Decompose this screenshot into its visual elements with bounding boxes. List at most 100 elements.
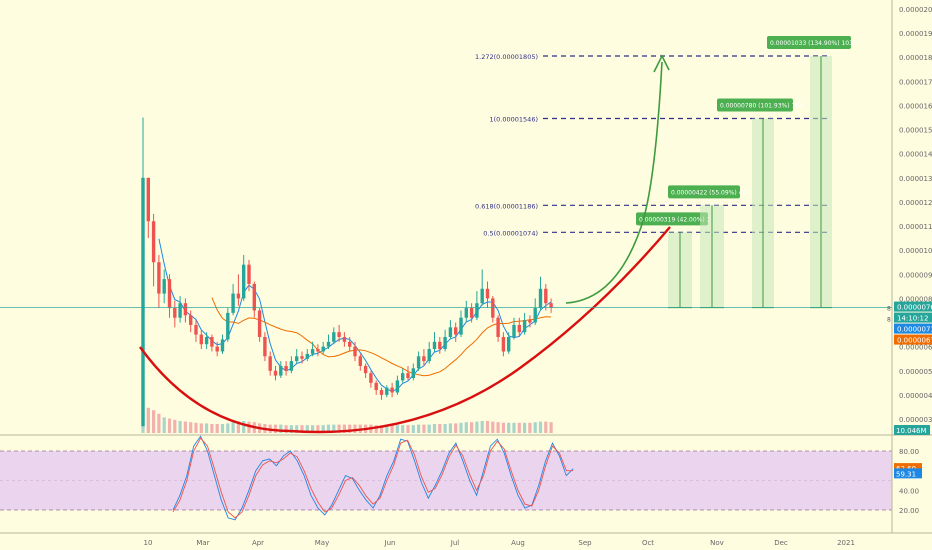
stoch-line [172,437,574,519]
volume-bar [480,421,484,433]
candle-body [501,337,506,352]
volume-bar [342,424,346,433]
candle-body [220,339,225,352]
volume-bar [305,425,309,433]
volume-bar [374,425,378,433]
volume-bar [438,424,442,433]
stoch-value-text: 59.31 [896,470,916,478]
candle-body [305,353,309,359]
time-axis-label: Oct [642,539,654,547]
candle-body [522,320,527,333]
volume-bar [353,424,357,433]
candle-body [432,341,437,350]
candle-body [528,320,532,323]
volume-bar [406,425,410,433]
time-axis-label: Jun [384,539,396,547]
volume-bar [337,424,341,433]
candle-body [544,288,548,304]
volume-bar [501,422,505,433]
ma-slow-line [211,297,552,377]
price-tick-label: 0.00001600 [899,102,932,110]
unit-mark: 8 [887,306,891,313]
volume-bar [215,424,219,433]
price-tick-label: 0.00001800 [899,54,932,62]
volume-bar [162,417,166,433]
volume-bar [273,424,278,433]
price-tick-label: 0.00001100 [899,223,932,231]
candle-body [189,315,193,325]
candle-body [475,303,479,318]
volume-bar [284,425,288,433]
volume-bar [470,422,474,433]
candlesticks [141,117,553,427]
volume-bar [152,410,156,433]
candle-body [438,341,442,350]
candle-body [549,303,553,308]
candle-body [485,288,490,299]
stoch-tick-label: 80.00 [899,448,919,456]
candle-body [263,337,267,357]
unit-mark: 8 [887,317,891,324]
price-tick-label: 0.00000600 [899,344,932,352]
volume-bar [427,424,431,433]
price-label-bg [894,301,932,312]
price-label-text: 14:10:12 [897,315,928,323]
volume-bar [454,423,458,433]
volume-bar [242,421,246,433]
target-label-text: 0.00000780 (101.93%) 780 [720,102,803,109]
volume-bar [379,425,384,433]
volume-bar [496,422,500,433]
candle-body [236,293,241,299]
candle-body [411,368,415,378]
price-tick-label: 0.00000800 [899,295,932,303]
volume-bar [401,425,405,433]
candle-body [273,370,278,376]
time-axis-label: 2021 [837,539,855,547]
volume-bar [417,424,421,433]
candle-body [422,356,426,362]
price-tick-label: 0.00002000 [899,6,932,14]
drawings[interactable] [139,54,671,434]
volume-bar [173,419,177,433]
volume-bar [485,421,490,433]
candle-body [151,221,156,263]
arrow-head [653,54,670,73]
stoch-value-bg [894,463,922,474]
candle-body [416,356,421,369]
candle-body [252,283,256,311]
price-tick-label: 0.00000300 [899,416,932,424]
candle-body [353,346,357,357]
volume-bar [422,424,426,433]
volume-bar [189,422,193,433]
candle-body [401,373,405,381]
time-axis[interactable]: 10 Mar Apr May Jun Jul Aug Sep Oct Nov Dec 2021 [144,539,855,547]
volume-bar [295,425,299,433]
candle-body [459,317,463,335]
candle-body [257,310,262,337]
volume-bar [279,424,283,433]
volume-bar [512,422,516,433]
volume-bar [348,424,352,433]
volume-bar [247,421,251,433]
volume-bar [411,425,415,433]
volume-bar [528,422,532,433]
candle-body [194,324,198,335]
price-tick-label: 0.00001000 [899,247,932,255]
volume-bar [464,422,468,433]
volume-bar [549,422,553,433]
price-label-text: 0.00000715 [897,326,932,334]
candle-body [199,334,203,345]
target-label-bg [668,185,740,199]
candle-body [231,293,235,313]
volume-bar [157,413,161,433]
candle-body [295,356,299,362]
volume-bar [395,425,399,433]
price-axis[interactable]: 0.00002000 0.00001900 0.00001800 0.00001700… [0,0,932,534]
price-tick-label: 0.00001700 [899,78,932,86]
time-axis-label: Dec [774,539,788,547]
price-tick-label: 0.00000400 [899,392,932,400]
candle-body [406,373,410,378]
candle-body [204,337,209,345]
